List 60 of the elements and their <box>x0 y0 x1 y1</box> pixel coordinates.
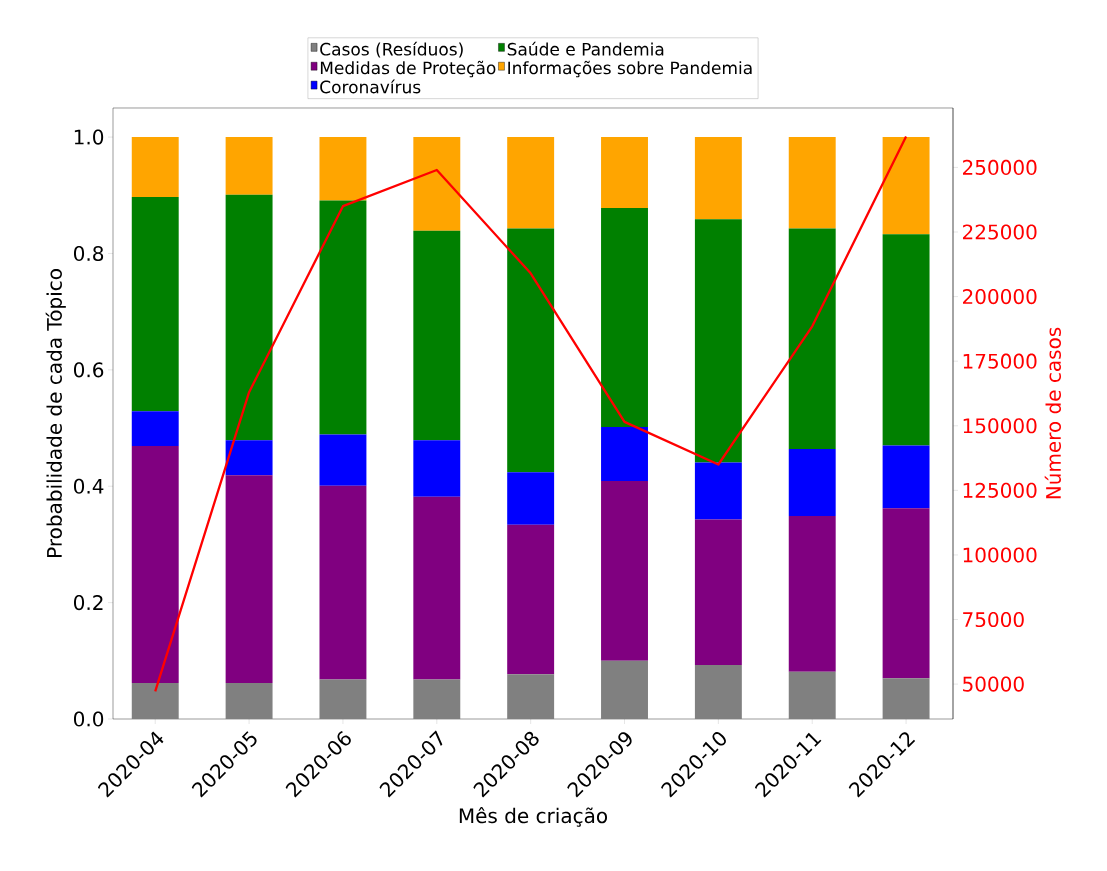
bar <box>601 137 648 209</box>
bar <box>413 496 461 680</box>
y2-tick-label: 150000 <box>963 418 1037 434</box>
y2-tick-label: 75000 <box>963 611 1024 628</box>
bar <box>788 137 836 229</box>
bar <box>225 137 273 195</box>
y2-tick-label: 250000 <box>963 159 1037 175</box>
bar <box>788 515 836 672</box>
bar <box>788 228 836 449</box>
bar <box>601 481 648 661</box>
y2-tick-label: 50000 <box>963 676 1024 692</box>
x-axis-title: Mês de criação <box>459 806 608 827</box>
y2-tick-label: 225000 <box>963 224 1037 240</box>
bar <box>225 194 273 441</box>
y-tick-label: 0.4 <box>73 478 104 494</box>
bar <box>225 440 273 476</box>
bar <box>131 197 179 412</box>
legend-label: Informações sobre Pandemia <box>508 60 752 78</box>
legend-label: Saúde e Pandemia <box>507 41 664 56</box>
legend-label: Medidas de Proteção <box>320 60 496 78</box>
bar <box>319 485 367 680</box>
line-series <box>154 135 908 693</box>
bar <box>507 472 555 525</box>
bar <box>413 230 461 441</box>
bar <box>319 137 367 201</box>
bar <box>601 208 648 427</box>
bar <box>507 137 555 229</box>
legend-label: Coronavírus <box>320 79 421 94</box>
bar <box>413 137 461 231</box>
bar <box>882 137 930 235</box>
bar <box>882 234 930 446</box>
bar <box>131 446 179 683</box>
legend-label: Casos (Resíduos) <box>320 41 463 58</box>
y-axis-title: Probabilidade de cada Tópico <box>45 269 66 557</box>
bar <box>413 440 461 497</box>
y-tick-label: 0.8 <box>73 245 104 262</box>
bar <box>694 462 742 520</box>
y-tick-label: 0.6 <box>73 362 104 378</box>
bar <box>131 137 179 198</box>
y-tick-label: 0.0 <box>73 711 104 727</box>
y-tick-label: 0.2 <box>73 595 103 611</box>
bar <box>694 137 742 220</box>
bar <box>507 524 555 675</box>
bar <box>694 219 742 463</box>
y2-tick-label: 175000 <box>963 353 1037 369</box>
y2-tick-label: 125000 <box>963 482 1037 498</box>
bar <box>225 475 273 683</box>
bar <box>319 200 367 435</box>
bar <box>131 411 179 447</box>
bar <box>694 519 742 665</box>
y2-axis-title: Número de casos <box>1044 327 1061 499</box>
bar <box>788 448 836 516</box>
bar <box>882 508 930 679</box>
y2-tick-label: 200000 <box>963 289 1037 305</box>
bar <box>882 445 930 509</box>
y2-tick-label: 100000 <box>963 547 1037 563</box>
bar <box>507 228 555 473</box>
bar <box>601 426 648 481</box>
y-tick-label: 1.0 <box>74 129 104 145</box>
bar <box>319 434 367 486</box>
